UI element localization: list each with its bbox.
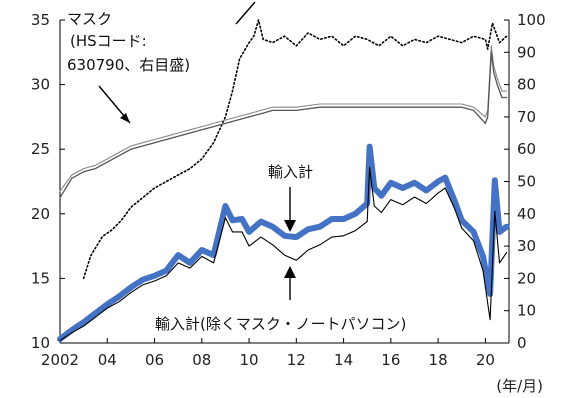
series-dotted-line [82, 19, 508, 280]
right-tick-label: 100 [517, 11, 546, 29]
mask-label-line1: マスク [67, 10, 112, 28]
right-tick-label: 50 [517, 173, 536, 191]
series-layer [57, 19, 510, 343]
right-tick-label: 90 [517, 43, 536, 61]
mask-arrowhead [120, 113, 130, 123]
excl-label: 輸入計(除くマスク・ノートパソコン) [155, 315, 406, 333]
right-tick-label: 20 [517, 269, 536, 287]
left-tick-label: 20 [31, 205, 50, 223]
x-tick-label: 08 [192, 351, 211, 369]
x-tick-label: 14 [334, 351, 353, 369]
x-tick-label: 12 [287, 351, 306, 369]
x-axis: 2002 04 06 08 10 12 14 16 18 20 [41, 338, 495, 369]
x-tick-label: 04 [98, 351, 117, 369]
right-tick-label: 80 [517, 76, 536, 94]
x-tick-label: 2002 [41, 351, 79, 369]
left-tick-label: 10 [31, 334, 50, 352]
series-excl-line [59, 166, 508, 341]
x-tick-label: 10 [240, 351, 259, 369]
right-tick-label: 0 [517, 334, 527, 352]
x-unit-label: (年/月) [496, 377, 543, 395]
x-tick-label: 16 [381, 351, 400, 369]
series-mask-line [59, 51, 508, 199]
mask-annotation: マスク (HSコード: 630790、右目盛) [67, 1, 256, 124]
mask-label-line2: (HSコード: [70, 32, 147, 50]
left-tick-label: 15 [31, 269, 50, 287]
right-tick-label: 70 [517, 108, 536, 126]
right-axis: 0 10 20 30 40 50 60 70 80 90 100 [504, 11, 546, 352]
right-tick-label: 60 [517, 140, 536, 158]
series-total-line [57, 143, 510, 343]
left-tick-label: 35 [31, 11, 50, 29]
x-tick-label: 20 [476, 351, 495, 369]
mask-label-line3: 630790、右目盛) [67, 56, 190, 74]
x-tick-label: 18 [429, 351, 448, 369]
series-mask_upper-line [59, 45, 508, 192]
left-tick-label: 25 [31, 140, 50, 158]
right-tick-label: 30 [517, 237, 536, 255]
total-label: 輸入計 [268, 163, 313, 181]
left-tick-label: 30 [31, 76, 50, 94]
left-axis: 10 15 20 25 30 35 [31, 11, 65, 352]
x-tick-label: 06 [145, 351, 164, 369]
total-arrowhead [284, 220, 296, 232]
right-tick-label: 40 [517, 205, 536, 223]
total-annotation: 輸入計 [268, 163, 313, 232]
right-tick-label: 10 [517, 302, 536, 320]
excl-arrowhead [284, 266, 296, 278]
excl-annotation: 輸入計(除くマスク・ノートパソコン) [155, 266, 406, 333]
dotted-pointer [235, 1, 256, 25]
